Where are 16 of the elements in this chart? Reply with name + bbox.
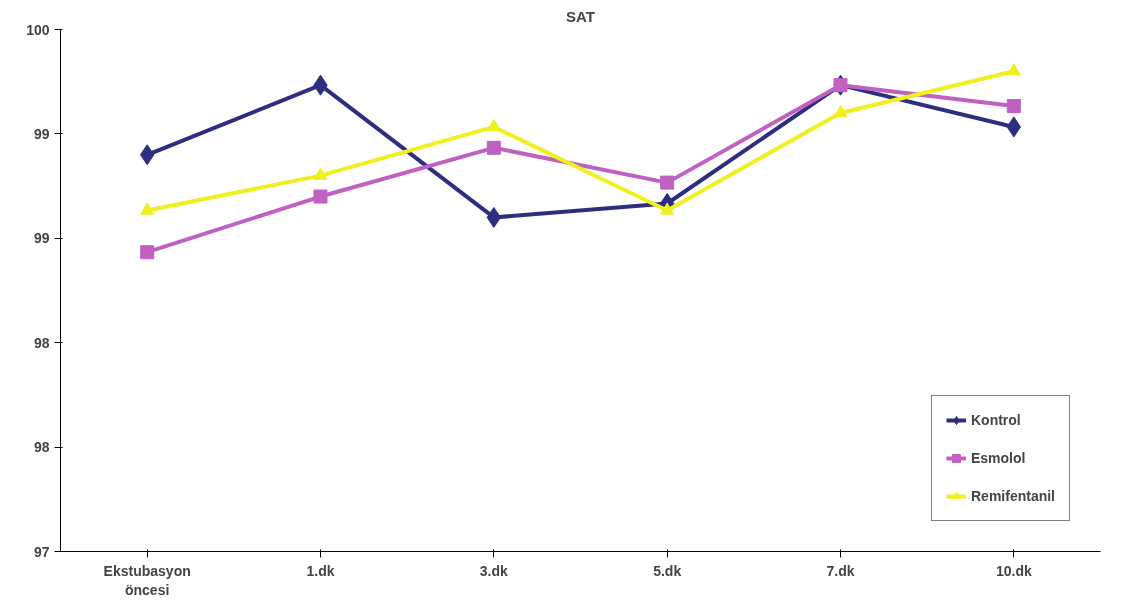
y-tick-label: 98 xyxy=(33,439,50,456)
y-tick-label: 99 xyxy=(33,125,50,142)
x-tick-label: 1.dk xyxy=(306,562,335,579)
y-tick-label: 98 xyxy=(33,334,50,351)
legend-label: Esmolol xyxy=(970,450,1026,466)
legend-label: Kontrol xyxy=(970,412,1021,428)
x-tick-label: 10.dk xyxy=(995,562,1032,579)
x-tick-label: Ekstubasyon öncesi xyxy=(103,562,191,598)
x-tick-label: 3.dk xyxy=(479,562,509,579)
y-tick-label: 99 xyxy=(33,230,50,247)
chart-title: SAT xyxy=(566,7,595,25)
y-tick-label: 97 xyxy=(33,543,50,560)
x-tick-label: 7.dk xyxy=(826,562,855,579)
legend-label: Remifentanil xyxy=(970,488,1055,504)
x-tick-label: 5.dk xyxy=(653,562,682,579)
y-tick-label: 100 xyxy=(26,21,50,38)
